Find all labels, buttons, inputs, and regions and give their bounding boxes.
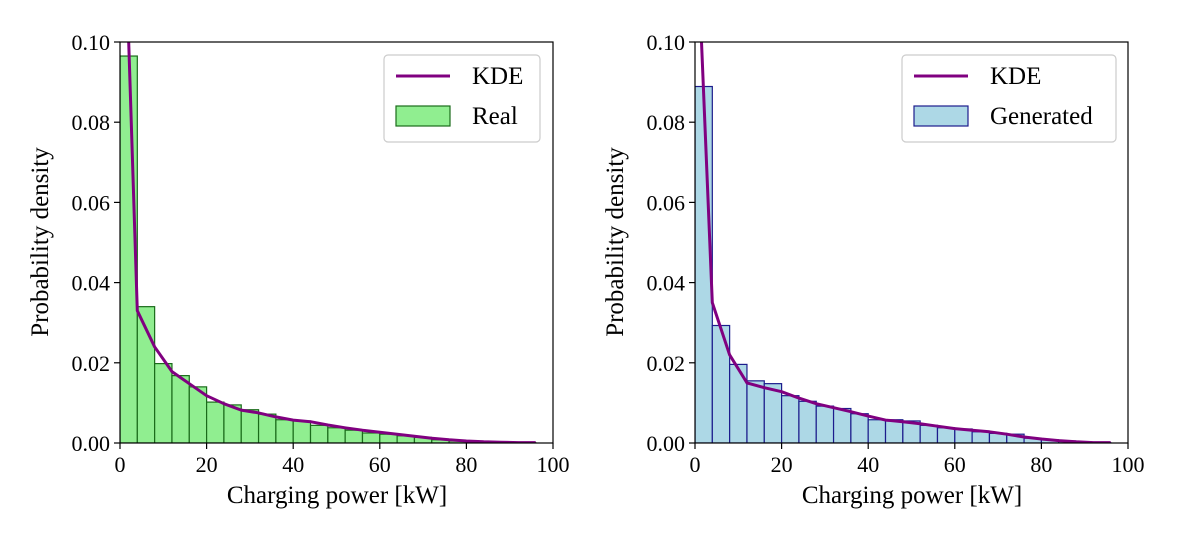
x-tick-label: 100	[1112, 452, 1145, 477]
x-tick-label: 80	[455, 452, 477, 477]
x-tick-label: 40	[282, 452, 304, 477]
histogram-bar	[832, 407, 852, 443]
kde-line	[699, 42, 1111, 443]
axes-frame	[119, 41, 554, 444]
x-axis-title: Charging power [kW]	[227, 482, 447, 509]
histogram-bar	[206, 401, 225, 443]
legend-hist-label: Generated	[990, 103, 1093, 130]
x-tick-label: 0	[690, 452, 701, 477]
y-tick-label: 0.00	[647, 431, 686, 456]
y-tick-label: 0.10	[72, 30, 111, 55]
histogram-bar	[275, 419, 294, 443]
x-tick-label: 20	[196, 452, 218, 477]
x-tick-label: 0	[115, 452, 126, 477]
legend: KDE Real	[383, 54, 541, 143]
histogram-bar	[780, 395, 800, 443]
histogram-bar	[309, 424, 329, 443]
x-tick-label: 100	[537, 452, 570, 477]
y-tick-label: 0.04	[72, 271, 111, 296]
y-axis-title: Probability density	[27, 147, 54, 337]
y-axis-title: Probability density	[602, 147, 629, 337]
legend: KDE Generated	[901, 54, 1117, 143]
histogram-bar	[327, 427, 346, 443]
histogram-bar	[171, 375, 190, 443]
histogram-bar	[971, 431, 991, 443]
y-tick-label: 0.06	[647, 190, 686, 215]
legend-hist-label: Real	[472, 103, 518, 130]
y-tick-label: 0.00	[72, 431, 111, 456]
legend-hist-swatch	[395, 105, 451, 127]
histogram-bar	[240, 409, 260, 443]
x-tick-label: 80	[1030, 452, 1052, 477]
x-tick-label: 60	[369, 452, 391, 477]
x-tick-label: 20	[771, 452, 793, 477]
histogram-bar	[746, 380, 765, 443]
x-tick-label: 60	[944, 452, 966, 477]
histogram-bar	[154, 363, 173, 443]
y-tick-label: 0.08	[72, 110, 111, 135]
legend-kde-label: KDE	[472, 63, 523, 90]
x-tick-label: 40	[857, 452, 879, 477]
histogram-bar	[292, 420, 312, 443]
histogram-bar	[798, 400, 817, 443]
legend-kde-label: KDE	[990, 63, 1041, 90]
y-tick-label: 0.02	[647, 351, 686, 376]
y-tick-label: 0.06	[72, 190, 111, 215]
histogram-bar	[815, 405, 835, 443]
axes-frame	[694, 41, 1129, 444]
y-tick-label: 0.10	[647, 30, 686, 55]
histogram-bar	[361, 432, 381, 443]
kde-line	[127, 42, 536, 443]
x-axis-title: Charging power [kW]	[802, 482, 1022, 509]
y-tick-label: 0.08	[647, 110, 686, 135]
histogram-bars	[695, 85, 1112, 443]
histogram-bar	[257, 413, 277, 443]
histogram-bar	[379, 433, 398, 443]
generated-histogram-chart: 0 20 40 60 80 100 0.00 0.02 0.04 0.06 0.08 0.10 Char…	[602, 30, 1145, 509]
histogram-bar	[344, 429, 364, 443]
legend-hist-swatch	[913, 105, 969, 127]
real-histogram-chart: 0 20 40 60 80 100 0.00 0.02 0.04 0.06 0.08 0.10 Char…	[27, 30, 570, 509]
histogram-bar	[936, 427, 956, 443]
histogram-bar	[850, 413, 869, 443]
y-tick-label: 0.02	[72, 351, 111, 376]
histogram-bar	[867, 419, 887, 443]
histogram-bar	[884, 419, 904, 443]
y-tick-label: 0.04	[647, 271, 686, 296]
histogram-bar	[919, 424, 939, 443]
